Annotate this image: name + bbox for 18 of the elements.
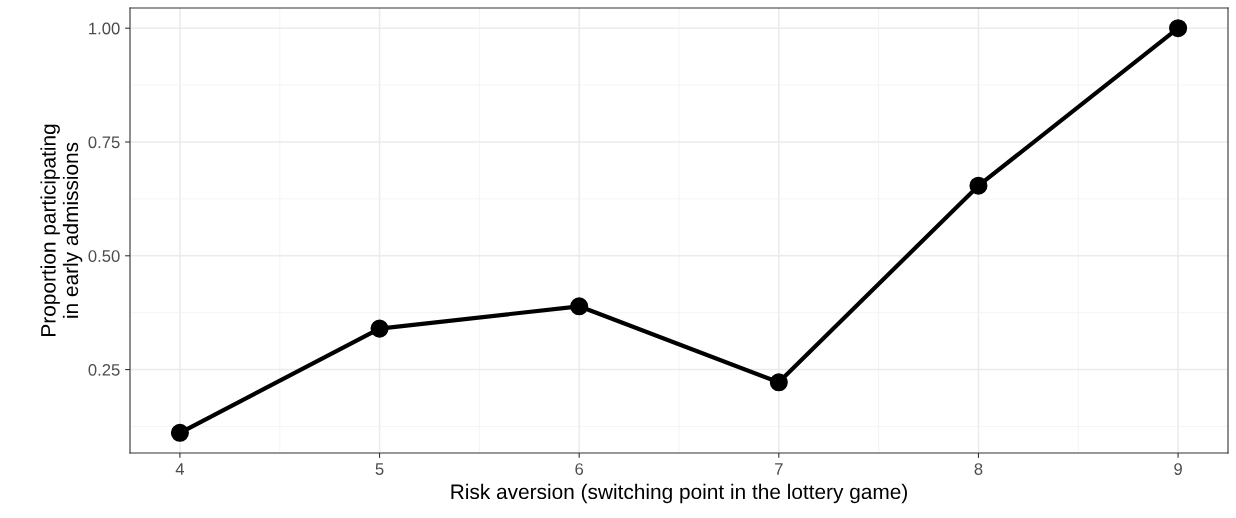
y-axis-title: Proportion participating in early admissions (40, 124, 83, 336)
point (370, 319, 389, 338)
point (570, 297, 589, 316)
point (769, 373, 788, 392)
x-tick-label: 9 (1174, 463, 1182, 475)
x-tick-label: 6 (575, 463, 584, 475)
point (969, 176, 988, 195)
y-tick-label: 1.00 (89, 22, 120, 35)
y-tick-label: 0.75 (88, 136, 120, 149)
x-tick-label: 7 (775, 463, 783, 475)
x-tick-label: 5 (375, 463, 384, 475)
y-tick-label: 0.50 (88, 250, 120, 262)
y-tick-label: 0.25 (88, 363, 120, 376)
x-tick-label: 8 (974, 463, 983, 475)
point (1169, 19, 1188, 38)
x-axis-title: Risk aversion (switching point in the lottery game) (451, 483, 907, 504)
point (170, 423, 189, 442)
x-tick-label: 4 (175, 463, 185, 475)
